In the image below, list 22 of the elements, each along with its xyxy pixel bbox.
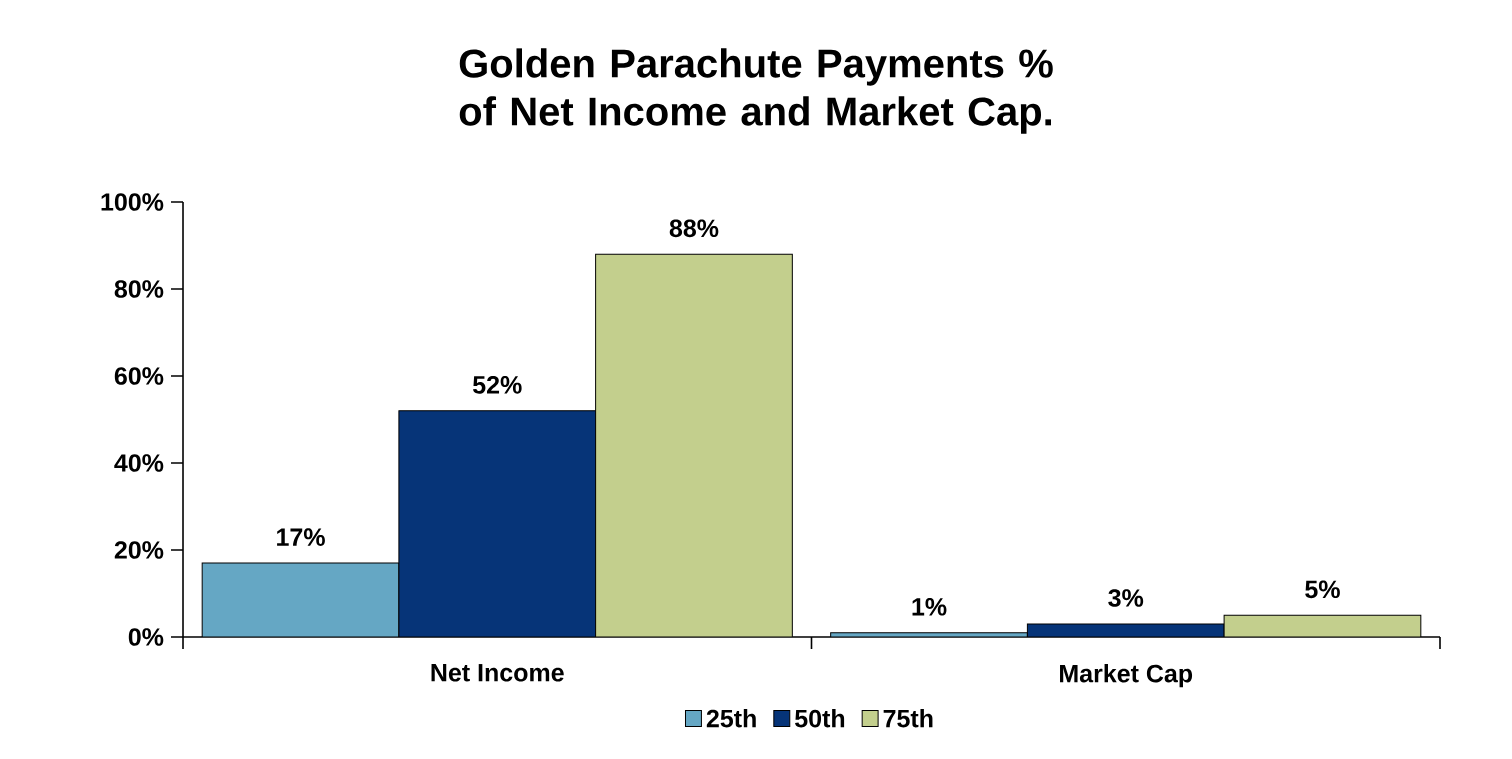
legend-label: 25th — [706, 709, 756, 728]
data-label: 5% — [1305, 580, 1340, 599]
legend-label: 50th — [795, 709, 845, 728]
data-label: 52% — [473, 376, 522, 394]
x-tick-label: Market Cap — [1060, 664, 1193, 688]
y-tick-label: 80% — [114, 280, 164, 298]
y-tick-label: 20% — [114, 541, 164, 559]
data-label: 3% — [1108, 589, 1144, 607]
bar — [595, 253, 793, 637]
bar — [1223, 614, 1422, 637]
data-label: 17% — [277, 528, 325, 546]
chart-title: Golden Parachute Payments % of Net Income and Market Cap. — [459, 48, 1053, 134]
data-label: 88% — [669, 219, 719, 238]
bar — [398, 410, 597, 637]
data-label: 1% — [912, 597, 947, 616]
y-tick-label: 60% — [114, 367, 164, 385]
y-tick-label: 0% — [128, 628, 164, 646]
y-tick-label: 100% — [101, 193, 164, 211]
bar — [201, 562, 400, 637]
legend-label: 75th — [883, 709, 933, 728]
y-tick-label: 40% — [114, 454, 164, 472]
x-tick-label: Net Income — [431, 664, 564, 682]
